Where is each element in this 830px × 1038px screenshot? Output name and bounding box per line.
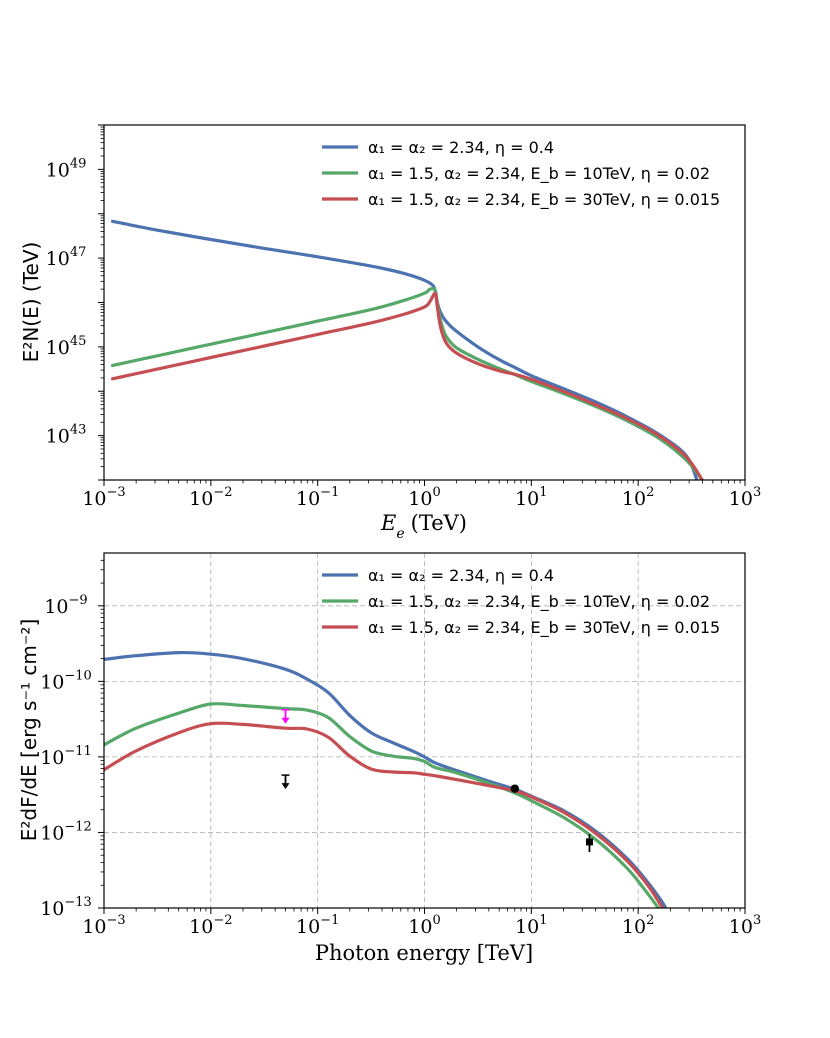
- top-chart: 10−3 10−2 10−1 100 101 102 103 104310451047104…: [19, 124, 761, 542]
- bottom-y-axis-label: E²dF/dE [erg s⁻¹ cm⁻²]: [17, 619, 41, 842]
- legend-label: α₁ = 1.5, α₂ = 2.34, E_b = 10TeV, η = 0.…: [368, 592, 710, 612]
- y-tick-label: 1043: [46, 423, 87, 448]
- series-line-3: [110, 291, 704, 480]
- legend-label: α₁ = α₂ = 2.34, η = 0.4: [368, 138, 554, 157]
- series-line-1: [104, 650, 668, 908]
- x-tick-label: 10−1: [296, 485, 339, 510]
- series-line-2: [104, 702, 661, 908]
- series-line-3: [104, 721, 665, 908]
- y-tick-label: 10−10: [40, 668, 92, 693]
- top-legend: α₁ = α₂ = 2.34, η = 0.4 α₁ = 1.5, α₂ = 2.…: [322, 138, 720, 210]
- top-plot-area: [110, 219, 704, 480]
- x-tick-label: 10−2: [189, 913, 232, 938]
- top-y-axis-label: E²N(E) (TeV): [19, 242, 43, 363]
- legend-label: α₁ = 1.5, α₂ = 2.34, E_b = 10TeV, η = 0.…: [368, 164, 710, 184]
- y-tick-label: 1045: [46, 334, 87, 359]
- y-tick-label: 1047: [46, 245, 87, 270]
- bottom-plot-area: [104, 650, 668, 908]
- bottom-legend: α₁ = α₂ = 2.34, η = 0.4 α₁ = 1.5, α₂ = 2.…: [322, 566, 720, 638]
- upper-limit-arrow: [281, 717, 290, 724]
- series-line-2: [110, 286, 704, 480]
- x-tick-label: 10−3: [82, 913, 125, 938]
- bottom-x-axis-label: Photon energy [TeV]: [315, 941, 533, 965]
- x-tick-label: 102: [622, 485, 654, 510]
- legend-label: α₁ = α₂ = 2.34, η = 0.4: [368, 566, 554, 585]
- x-tick-label: 100: [408, 485, 440, 510]
- y-tick-label: 10−9: [44, 593, 87, 618]
- x-tick-label: 100: [408, 913, 440, 938]
- x-tick-label: 10−3: [82, 485, 125, 510]
- series-line-1: [110, 219, 699, 480]
- y-tick-label: 1049: [46, 156, 87, 181]
- data-point-square: [585, 838, 593, 846]
- x-tick-label: 103: [729, 913, 761, 938]
- top-x-axis-label: Ee (TeV): [380, 511, 467, 542]
- y-tick-label: 10−13: [40, 895, 92, 920]
- bottom-observations: [281, 708, 593, 853]
- x-tick-label: 102: [622, 913, 654, 938]
- legend-label: α₁ = 1.5, α₂ = 2.34, E_b = 30TeV, η = 0.…: [368, 618, 720, 638]
- data-point: [510, 784, 519, 793]
- bottom-y-ticks: 10−13 10−12 10−11 10−10 10−9: [40, 559, 104, 920]
- x-tick-label: 101: [515, 913, 547, 938]
- y-tick-label: 10−12: [40, 819, 92, 844]
- top-x-ticks: 10−3 10−2 10−1 100 101 102 103: [82, 480, 761, 510]
- top-y-ticks: 1043 1045 1047 1049: [46, 124, 104, 481]
- upper-limit-arrow: [281, 783, 290, 790]
- bottom-chart: 10−3 10−2 10−1 100 101 102 103 10−13 10−12 10−11…: [17, 552, 761, 965]
- x-tick-label: 10−2: [189, 485, 232, 510]
- y-tick-label: 10−11: [40, 744, 92, 769]
- bottom-x-ticks: 10−3 10−2 10−1 100 101 102 103: [82, 908, 761, 938]
- x-tick-label: 10−1: [296, 913, 339, 938]
- x-tick-label: 101: [515, 485, 547, 510]
- legend-label: α₁ = 1.5, α₂ = 2.34, E_b = 30TeV, η = 0.…: [368, 190, 720, 210]
- x-tick-label: 103: [729, 485, 761, 510]
